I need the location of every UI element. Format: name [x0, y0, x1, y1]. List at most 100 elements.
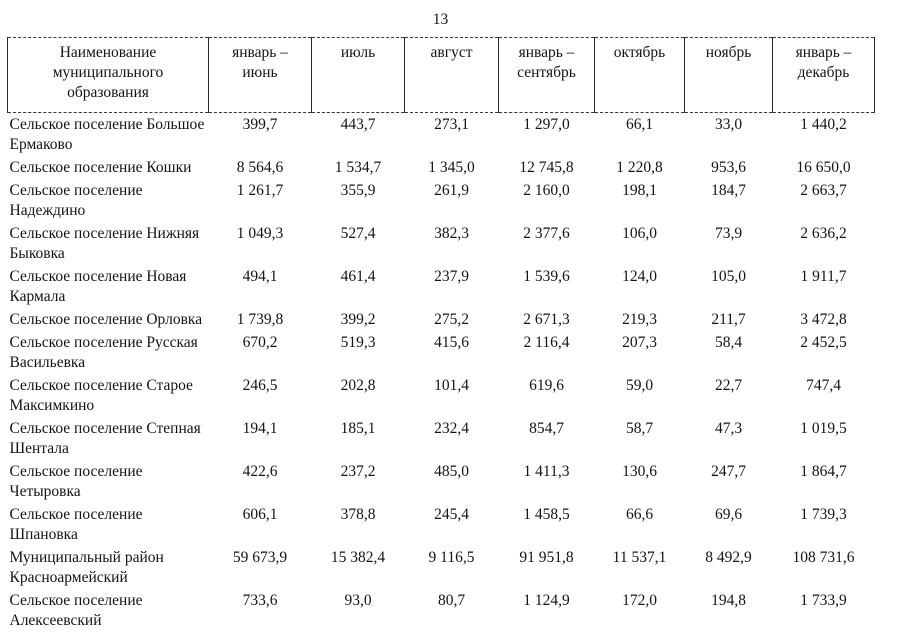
value-cell: 69,6	[714, 506, 743, 523]
value-cell: 670,2	[242, 334, 278, 351]
value-cell: 2 116,4	[523, 334, 570, 351]
value-cell: 194,1	[242, 420, 278, 437]
table-row: Сельское поселение Орловка 1 739,8 399,2…	[8, 308, 875, 331]
value-cell: 1 739,8	[236, 311, 284, 328]
value-cell: 202,8	[340, 377, 376, 394]
value-cell: 247,7	[711, 463, 746, 480]
value-cell: 399,7	[242, 116, 278, 133]
value-cell: 245,4	[434, 506, 469, 523]
value-cell: 3 472,8	[800, 311, 847, 328]
municipality-name: Сельское поселение Орловка	[9, 311, 203, 328]
municipality-name: Сельское поселение Надеждино	[9, 182, 143, 219]
table-row: Сельское поселение Степная Шентала 194,1…	[8, 417, 875, 460]
column-header-october: октябрь	[594, 37, 685, 113]
value-cell: 261,9	[434, 182, 469, 199]
value-cell: 1 124,9	[523, 592, 570, 609]
value-cell: 11 537,1	[612, 549, 667, 566]
value-cell: 73,9	[714, 225, 743, 242]
value-cell: 1 049,3	[236, 225, 284, 242]
value-cell: 382,3	[434, 225, 469, 242]
value-cell: 1 739,3	[800, 506, 847, 523]
value-cell: 237,2	[340, 463, 376, 480]
value-cell: 66,6	[625, 506, 654, 523]
value-cell: 211,7	[711, 311, 746, 328]
value-cell: 58,7	[625, 420, 654, 437]
value-cell: 355,9	[340, 182, 376, 199]
value-cell: 219,3	[622, 311, 657, 328]
municipality-name: Сельское поселение Кошки	[9, 159, 192, 176]
value-cell: 80,7	[437, 592, 466, 609]
value-cell: 194,8	[711, 592, 746, 609]
table-row: Сельское поселение Четыровка 422,6 237,2…	[8, 460, 875, 503]
value-cell: 747,4	[806, 377, 841, 394]
value-cell: 2 663,7	[800, 182, 847, 199]
value-cell: 207,3	[622, 334, 657, 351]
value-cell: 130,6	[622, 463, 657, 480]
value-cell: 1 220,8	[616, 159, 663, 176]
value-cell: 461,4	[340, 268, 376, 285]
table-row: Сельское поселение Кошки 8 564,6 1 534,7…	[8, 156, 875, 179]
value-cell: 124,0	[622, 268, 657, 285]
value-cell: 2 452,5	[800, 334, 847, 351]
value-cell: 854,7	[529, 420, 564, 437]
value-cell: 105,0	[711, 268, 746, 285]
value-cell: 378,8	[340, 506, 376, 523]
header-row: Наименование муниципального образования …	[7, 37, 875, 113]
table-row: Сельское поселение Алексеевский 733,6 93…	[8, 589, 875, 632]
table-row: Сельское поселение Русская Васильевка 67…	[8, 331, 875, 374]
value-cell: 1 534,7	[334, 159, 382, 176]
value-cell: 106,0	[622, 225, 657, 242]
value-cell: 1 864,7	[800, 463, 847, 480]
value-cell: 275,2	[434, 311, 469, 328]
value-cell: 184,7	[711, 182, 746, 199]
value-cell: 1 440,2	[800, 116, 847, 133]
table-row: Сельское поселение Шпановка 606,1 378,8 …	[8, 503, 875, 546]
value-cell: 237,9	[434, 268, 469, 285]
value-cell: 494,1	[242, 268, 278, 285]
value-cell: 1 411,3	[523, 463, 570, 480]
value-cell: 93,0	[344, 592, 372, 609]
column-header-jan-jun: январь – июнь	[208, 37, 312, 113]
value-cell: 399,2	[340, 311, 376, 328]
value-cell: 33,0	[714, 116, 743, 133]
value-cell: 185,1	[340, 420, 376, 437]
municipality-name: Сельское поселение Нижняя Быковка	[9, 225, 200, 262]
column-header-july: июль	[311, 37, 405, 113]
table-body: Сельское поселение Большое Ермаково 399,…	[8, 113, 875, 633]
value-cell: 273,1	[434, 116, 469, 133]
value-cell: 733,6	[242, 592, 278, 609]
value-cell: 8 492,9	[705, 549, 752, 566]
value-cell: 22,7	[714, 377, 743, 394]
municipal-data-table: Наименование муниципального образования …	[7, 37, 875, 632]
value-cell: 9 116,5	[428, 549, 475, 566]
value-cell: 91 951,8	[519, 549, 574, 566]
value-cell: 232,4	[434, 420, 469, 437]
value-cell: 2 636,2	[800, 225, 847, 242]
municipality-name: Сельское поселение Шпановка	[9, 506, 143, 543]
table-row: Сельское поселение Большое Ермаково 399,…	[8, 113, 875, 157]
value-cell: 1 261,7	[236, 182, 284, 199]
value-cell: 47,3	[714, 420, 743, 437]
value-cell: 527,4	[340, 225, 376, 242]
value-cell: 1 458,5	[523, 506, 570, 523]
value-cell: 58,4	[714, 334, 743, 351]
value-cell: 172,0	[622, 592, 657, 609]
municipality-name: Сельское поселение Новая Кармала	[9, 268, 187, 305]
column-header-jan-sep: январь – сентябрь	[498, 37, 595, 113]
value-cell: 16 650,0	[796, 159, 851, 176]
value-cell: 1 539,6	[523, 268, 570, 285]
value-cell: 2 377,6	[523, 225, 570, 242]
column-header-august: август	[404, 37, 499, 113]
value-cell: 485,0	[434, 463, 469, 480]
value-cell: 2 671,3	[523, 311, 570, 328]
value-cell: 108 731,6	[792, 549, 855, 566]
municipality-name: Сельское поселение Большое Ермаково	[9, 116, 205, 153]
municipality-name: Сельское поселение Алексеевский	[9, 592, 143, 629]
value-cell: 12 745,8	[519, 159, 574, 176]
municipality-name: Сельское поселение Русская Васильевка	[9, 334, 198, 371]
page-number: 13	[432, 11, 449, 28]
value-cell: 246,5	[242, 377, 278, 394]
value-cell: 101,4	[434, 377, 469, 394]
municipality-name: Сельское поселение Старое Максимкино	[9, 377, 193, 414]
